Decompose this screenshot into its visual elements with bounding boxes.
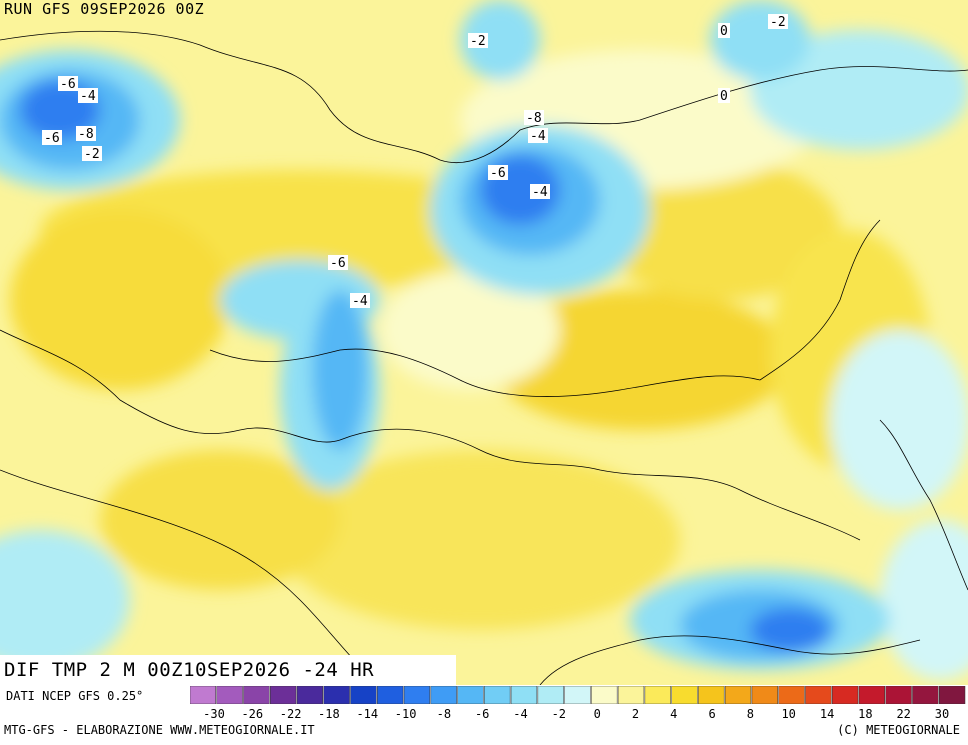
contour-label-bg <box>524 110 544 125</box>
scale-tick-label: 4 <box>670 707 678 721</box>
scale-swatch <box>698 686 725 704</box>
scale-swatch <box>457 686 484 704</box>
temperature-difference-map: -2 0 -2 0 -6 -4 -8 -6 -2 -8 -4 -6 -4 -6 -4 <box>0 0 968 685</box>
scale-swatch <box>403 686 431 704</box>
scale-swatch <box>243 686 270 704</box>
scale-swatch <box>858 686 885 704</box>
contour-label-bg <box>528 128 548 143</box>
contour-label-bg <box>82 146 102 161</box>
contour-label: -6 <box>330 256 346 271</box>
scale-tick-label: -6 <box>474 707 490 721</box>
scale-tick-label: 6 <box>708 707 716 721</box>
scale-tick-label: 10 <box>781 707 796 721</box>
scale-swatch <box>350 686 377 704</box>
copyright-label: (C) METEOGIORNALE <box>837 723 960 737</box>
scale-swatch <box>270 686 297 704</box>
scale-swatch <box>323 686 350 704</box>
contour-label-bg <box>468 33 488 48</box>
contour-label-bg <box>328 255 348 270</box>
contour-label: -2 <box>470 34 486 49</box>
contour-label-bg <box>58 76 78 91</box>
contour-label: -2 <box>770 15 786 30</box>
scale-tick-label: -4 <box>513 707 528 721</box>
contour-label: -2 <box>84 147 100 162</box>
scale-swatch <box>724 686 752 704</box>
scale-tick-label: 22 <box>896 707 911 721</box>
scale-swatch <box>510 686 538 704</box>
scale-tick-label: 14 <box>819 707 835 721</box>
contour-label-layer: -2 0 -2 0 -6 -4 -8 -6 -2 -8 -4 -6 -4 -6 -4 <box>42 14 788 309</box>
run-label: RUN GFS 09SEP2026 00Z <box>4 0 205 18</box>
contour-label-bg <box>78 88 98 103</box>
scale-tick-label: 18 <box>858 707 873 721</box>
credits-label: MTG-GFS - ELABORAZIONE WWW.METEOGIORNALE… <box>4 723 315 737</box>
contour-label: -6 <box>44 131 60 146</box>
scale-tick-label: -18 <box>318 707 340 721</box>
contour-label-bg <box>488 165 508 180</box>
color-scale-ticks: -30 -26 -22 -18 -14 -10 -8 -6 -4 -2 0 2 4 6 8 10 14 18 22 3… <box>190 707 966 721</box>
contour-label: -4 <box>80 89 96 104</box>
contour-label: 0 <box>720 89 728 104</box>
scale-swatch <box>216 686 243 704</box>
contour-label: -4 <box>532 185 548 200</box>
scale-swatch <box>537 686 564 704</box>
contour-label: -4 <box>530 129 546 144</box>
map-title: DIF TMP 2 M 00Z10SEP2026 -24 HR <box>0 655 456 685</box>
scale-swatch <box>671 686 698 704</box>
footer: DATI NCEP GFS 0.25° -30 -26 -22 -18 -14 -10 -8… <box>0 685 968 745</box>
scale-tick-label: 8 <box>746 707 755 721</box>
scale-tick-label: 30 <box>934 707 950 721</box>
scale-swatch <box>831 686 859 704</box>
scale-swatch <box>430 686 457 704</box>
scale-swatch <box>805 686 832 704</box>
scale-tick-label: -10 <box>394 707 417 721</box>
scale-tick-label: 0 <box>593 707 601 721</box>
coastlines <box>0 30 968 685</box>
scale-swatch <box>885 686 912 704</box>
scale-swatch <box>912 686 939 704</box>
scale-swatch <box>377 686 404 704</box>
scale-swatch <box>617 686 645 704</box>
contour-label-bg <box>718 88 730 103</box>
contour-label-bg <box>350 293 370 308</box>
contour-label: -6 <box>490 166 506 181</box>
contour-label: -6 <box>60 77 76 92</box>
scale-tick-label: -14 <box>356 707 379 721</box>
contour-label-bg <box>530 184 550 199</box>
scale-tick-label: -2 <box>551 707 567 721</box>
scale-swatch <box>644 686 671 704</box>
scale-tick-label: -8 <box>436 707 452 721</box>
contour-label-bg <box>76 126 96 141</box>
scale-swatch <box>296 686 324 704</box>
scale-swatch <box>190 686 217 704</box>
color-scale-bar <box>190 686 966 704</box>
contour-label: -8 <box>526 111 542 126</box>
scale-swatch <box>564 686 591 704</box>
contour-label: -8 <box>78 127 94 142</box>
contour-label: 0 <box>720 24 728 39</box>
data-source-label: DATI NCEP GFS 0.25° <box>6 689 144 703</box>
scale-tick-label: -22 <box>279 707 302 721</box>
scale-swatch <box>751 686 778 704</box>
contour-label: -4 <box>352 294 368 309</box>
map-canvas <box>0 0 968 685</box>
scale-swatch <box>591 686 618 704</box>
scale-swatch <box>938 686 966 704</box>
scale-swatch <box>778 686 805 704</box>
contour-label-bg <box>768 14 788 29</box>
scale-tick-label: -26 <box>241 707 264 721</box>
contour-label-bg <box>718 23 730 38</box>
scale-tick-label: 2 <box>631 707 640 721</box>
contour-label-bg <box>42 130 62 145</box>
scale-swatch <box>484 686 511 704</box>
scale-tick-label: -30 <box>203 707 225 721</box>
